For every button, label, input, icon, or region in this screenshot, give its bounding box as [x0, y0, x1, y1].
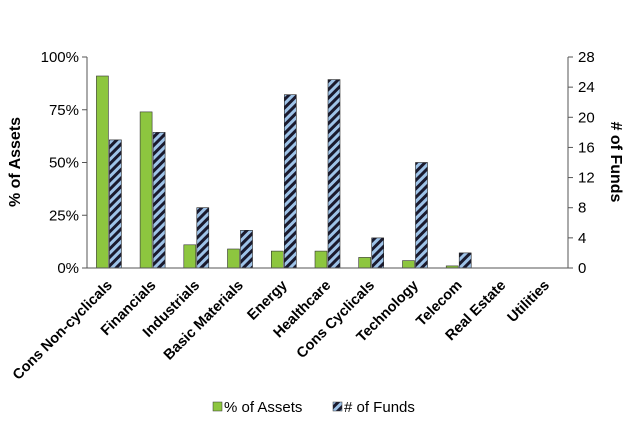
- bar-assets-7: [402, 260, 415, 269]
- bar-assets-0: [96, 75, 109, 269]
- left-axis-title: % of Assets: [7, 117, 24, 207]
- left-tick-label-2: 50%: [49, 155, 79, 172]
- category-labels: Cons Non-cyclicalsFinancialsIndustrialsB…: [10, 278, 553, 384]
- right-tick-label-4: 16: [578, 139, 595, 156]
- bar-assets-4: [270, 250, 284, 269]
- bar-funds-5: [327, 79, 341, 269]
- bar-assets-6: [358, 257, 372, 269]
- right-tick-label-0: 0: [578, 260, 586, 277]
- right-tick-label-2: 8: [578, 200, 586, 217]
- left-tick-label-4: 100%: [41, 49, 79, 66]
- category-label-6: Cons Cyclicals: [294, 278, 378, 362]
- legend-label-assets: % of Assets: [224, 399, 302, 416]
- bar-funds-0: [109, 139, 122, 269]
- plot-area: [87, 75, 568, 269]
- bar-funds-8: [458, 252, 472, 269]
- bar-assets-5: [314, 250, 328, 269]
- right-tick-label-5: 20: [578, 109, 595, 126]
- legend-swatch-assets: [212, 401, 223, 412]
- left-tick-label-3: 75%: [49, 102, 79, 119]
- left-axis: 0% 25% 50% 75% 100%: [41, 49, 88, 277]
- right-tick-label-6: 24: [578, 79, 595, 96]
- bar-assets-2: [183, 244, 197, 269]
- bar-assets-1: [139, 111, 153, 269]
- right-tick-label-1: 4: [578, 230, 586, 247]
- right-tick-label-3: 12: [578, 170, 595, 187]
- bar-funds-3: [240, 230, 253, 269]
- category-label-3: Basic Materials: [161, 278, 247, 364]
- right-axis-title: # of Funds: [607, 122, 624, 203]
- bar-funds-2: [196, 207, 210, 269]
- legend: % of Assets # of Funds: [212, 399, 415, 416]
- right-tick-label-7: 28: [578, 49, 595, 66]
- category-label-10: Utilities: [505, 278, 553, 326]
- bar-funds-4: [283, 94, 297, 269]
- bar-funds-6: [371, 237, 385, 269]
- right-axis: 0 4 8 12 16 20 24 28: [567, 49, 595, 277]
- legend-label-funds: # of Funds: [344, 399, 415, 416]
- left-tick-label-1: 25%: [49, 207, 79, 224]
- bar-funds-7: [415, 162, 428, 269]
- legend-swatch-funds: [332, 401, 343, 412]
- bar-funds-1: [152, 132, 166, 269]
- left-tick-label-0: 0%: [57, 260, 79, 277]
- bar-assets-3: [227, 248, 240, 269]
